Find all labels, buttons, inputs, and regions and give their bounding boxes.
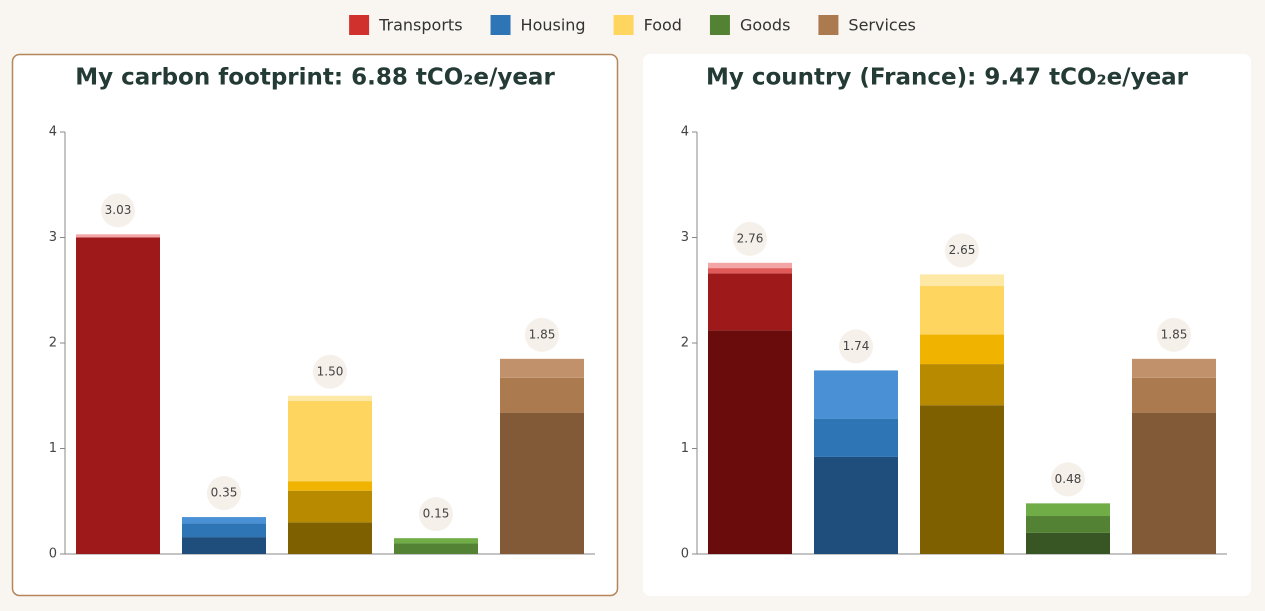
value-bubble [101,193,135,228]
chart-title: My carbon footprint: 6.88 tCO₂e/year [75,65,555,91]
value-label: 0.35 [211,486,238,500]
value-bubble [207,476,241,511]
chart-title: My country (France): 9.47 tCO₂e/year [706,65,1189,91]
bar-segment [708,330,792,554]
panel [11,53,619,597]
value-bubble [1157,317,1191,352]
bar-segment [708,268,792,274]
legend-swatch [349,15,370,35]
legend-swatch [709,15,730,35]
bar-segment [288,522,372,554]
value-bubble [733,221,767,256]
bar-segment [920,364,1004,406]
y-tick-label: 3 [681,230,689,245]
value-bubble [945,233,979,268]
bar-segment [708,273,792,331]
value-label: 1.74 [843,339,870,353]
y-tick-label: 3 [49,230,57,245]
y-tick-label: 1 [49,441,57,456]
bar-segment [500,377,584,413]
legend: Transports Housing Food Goods Services [349,15,916,35]
bar-segment [1132,377,1216,413]
legend-swatch [613,15,634,35]
bar-segment [1026,532,1110,554]
value-bubble [313,354,347,389]
legend-swatch [818,15,839,35]
value-label: 0.48 [1055,472,1082,486]
bar-segment [76,237,160,554]
y-tick-label: 0 [49,547,57,562]
y-tick-label: 2 [49,336,57,351]
value-bubble [419,497,453,532]
y-tick-label: 4 [49,125,57,140]
bar-segment [1132,358,1216,378]
value-label: 0.15 [423,507,450,521]
legend-label: Food [644,16,682,35]
bar-segment [500,412,584,554]
bar-segment [182,517,266,524]
value-label: 2.76 [737,231,764,245]
bar-segment [1026,503,1110,517]
y-tick-label: 1 [681,441,689,456]
bar-segment [708,262,792,269]
value-label: 1.85 [529,327,556,341]
bar-segment [182,523,266,538]
bar-segment [288,401,372,482]
bar-segment [920,334,1004,365]
bar-segment [182,537,266,554]
bar-segment [76,234,160,238]
bar-segment [1026,516,1110,533]
bar-segment [394,543,478,554]
legend-label: Services [848,16,915,35]
value-label: 1.50 [317,364,344,378]
value-bubble [1051,462,1085,497]
legend-label: Goods [740,16,790,35]
bar-segment [920,405,1004,554]
legend-label: Transports [378,16,462,35]
legend-swatch [490,15,511,35]
value-bubble [839,329,873,364]
bar-segment [288,490,372,523]
bar-segment [288,395,372,402]
bar-segment [814,456,898,554]
value-label: 2.65 [949,243,976,257]
bar-segment [394,538,478,544]
value-bubble [525,317,559,352]
value-label: 1.85 [1161,327,1188,341]
y-tick-label: 0 [681,547,689,562]
bar-segment [814,370,898,419]
y-tick-label: 4 [681,125,689,140]
bar-segment [1132,412,1216,554]
bar-segment [814,418,898,457]
legend-label: Housing [521,16,586,35]
bar-segment [920,274,1004,287]
bar-segment [288,481,372,491]
bar-segment [500,358,584,378]
bar-segment [920,286,1004,335]
value-label: 3.03 [105,203,132,217]
y-tick-label: 2 [681,336,689,351]
